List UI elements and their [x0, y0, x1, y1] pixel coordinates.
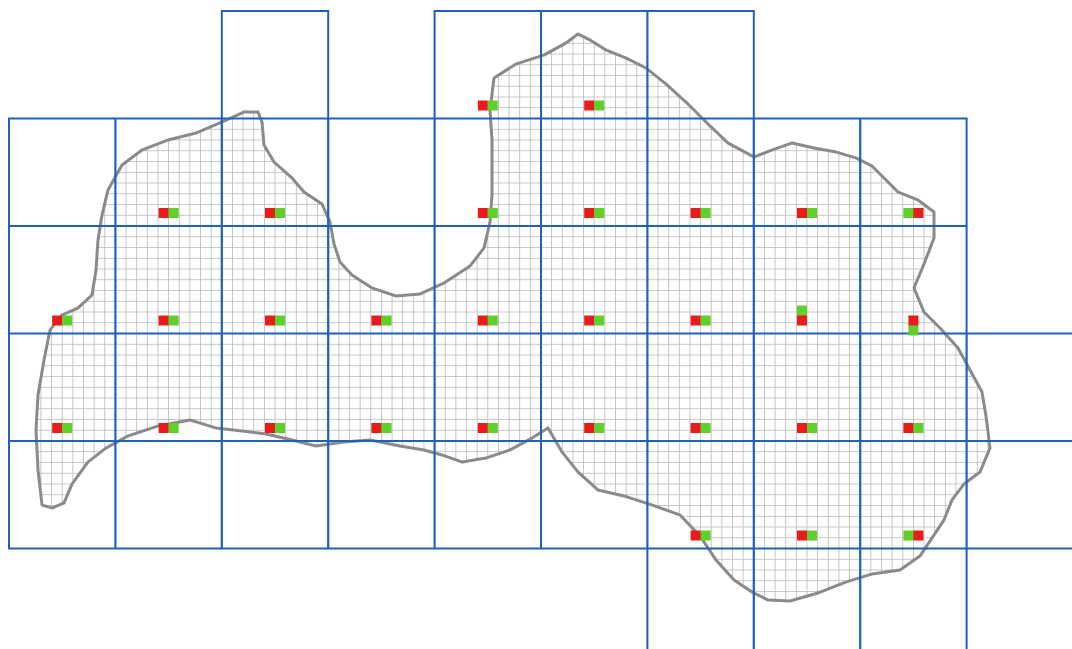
red-marker: [908, 315, 919, 326]
red-marker: [797, 315, 807, 326]
green-marker: [381, 423, 392, 433]
sample-marker: [690, 423, 711, 433]
sample-marker: [584, 315, 605, 326]
green-marker: [62, 315, 73, 326]
red-marker: [265, 423, 275, 433]
sample-marker: [584, 208, 605, 218]
red-marker: [584, 315, 595, 326]
sample-marker: [265, 208, 285, 218]
green-marker: [700, 423, 711, 433]
red-marker: [797, 530, 807, 541]
sample-marker: [371, 315, 392, 326]
red-marker: [584, 423, 595, 433]
sample-marker: [477, 315, 498, 326]
sample-marker: [797, 208, 817, 218]
sample-marker: [371, 423, 392, 433]
sample-marker: [158, 423, 179, 433]
coarse-grid: [8, 10, 1072, 649]
sample-marker: [584, 100, 605, 111]
sample-markers: [52, 100, 924, 541]
red-marker: [913, 530, 924, 541]
red-marker: [158, 208, 169, 218]
red-marker: [52, 315, 63, 326]
green-marker: [913, 423, 924, 433]
sample-marker: [908, 315, 919, 336]
sample-marker: [477, 208, 498, 218]
sample-marker: [903, 423, 924, 433]
green-marker: [275, 315, 285, 326]
green-marker: [594, 208, 605, 218]
sample-marker: [584, 423, 605, 433]
red-marker: [584, 208, 595, 218]
red-marker: [477, 100, 488, 111]
green-marker: [594, 315, 605, 326]
green-marker: [700, 208, 711, 218]
green-marker: [62, 423, 73, 433]
red-marker: [158, 315, 169, 326]
red-marker: [797, 208, 807, 218]
green-marker: [487, 423, 498, 433]
green-marker: [807, 208, 817, 218]
sample-marker: [477, 423, 498, 433]
red-marker: [690, 423, 701, 433]
sample-marker: [797, 305, 807, 326]
red-marker: [690, 208, 701, 218]
sample-marker: [265, 315, 285, 326]
sample-marker: [690, 208, 711, 218]
green-marker: [594, 423, 605, 433]
country-boundary: [34, 32, 992, 603]
red-marker: [913, 208, 924, 218]
green-marker: [903, 530, 914, 541]
green-marker: [908, 325, 919, 336]
red-marker: [584, 100, 595, 111]
red-marker: [52, 423, 63, 433]
green-marker: [797, 305, 807, 316]
green-marker: [903, 208, 914, 218]
green-marker: [807, 530, 817, 541]
green-marker: [275, 423, 285, 433]
red-marker: [265, 315, 275, 326]
sample-marker: [690, 315, 711, 326]
green-marker: [381, 315, 392, 326]
red-marker: [265, 208, 275, 218]
sample-marker: [265, 423, 285, 433]
sample-marker: [158, 315, 179, 326]
green-marker: [275, 208, 285, 218]
coarse-grid-cell: [965, 440, 1072, 550]
red-marker: [371, 315, 382, 326]
sample-marker: [477, 100, 498, 111]
sample-marker: [797, 423, 817, 433]
green-marker: [487, 208, 498, 218]
coarse-grid-cell: [859, 547, 968, 649]
red-marker: [903, 423, 914, 433]
green-marker: [168, 423, 179, 433]
red-marker: [371, 423, 382, 433]
green-marker: [594, 100, 605, 111]
green-marker: [487, 100, 498, 111]
sample-marker: [52, 315, 73, 326]
red-marker: [477, 315, 488, 326]
green-marker: [700, 315, 711, 326]
red-marker: [797, 423, 807, 433]
sample-marker: [690, 530, 711, 541]
sample-marker: [903, 208, 924, 218]
green-marker: [168, 315, 179, 326]
sample-marker: [797, 530, 817, 541]
red-marker: [477, 423, 488, 433]
sample-marker: [158, 208, 179, 218]
red-marker: [158, 423, 169, 433]
green-marker: [487, 315, 498, 326]
green-marker: [700, 530, 711, 541]
sample-marker: [903, 530, 924, 541]
sample-marker: [52, 423, 73, 433]
green-marker: [807, 423, 817, 433]
red-marker: [690, 530, 701, 541]
red-marker: [477, 208, 488, 218]
green-marker: [168, 208, 179, 218]
red-marker: [690, 315, 701, 326]
